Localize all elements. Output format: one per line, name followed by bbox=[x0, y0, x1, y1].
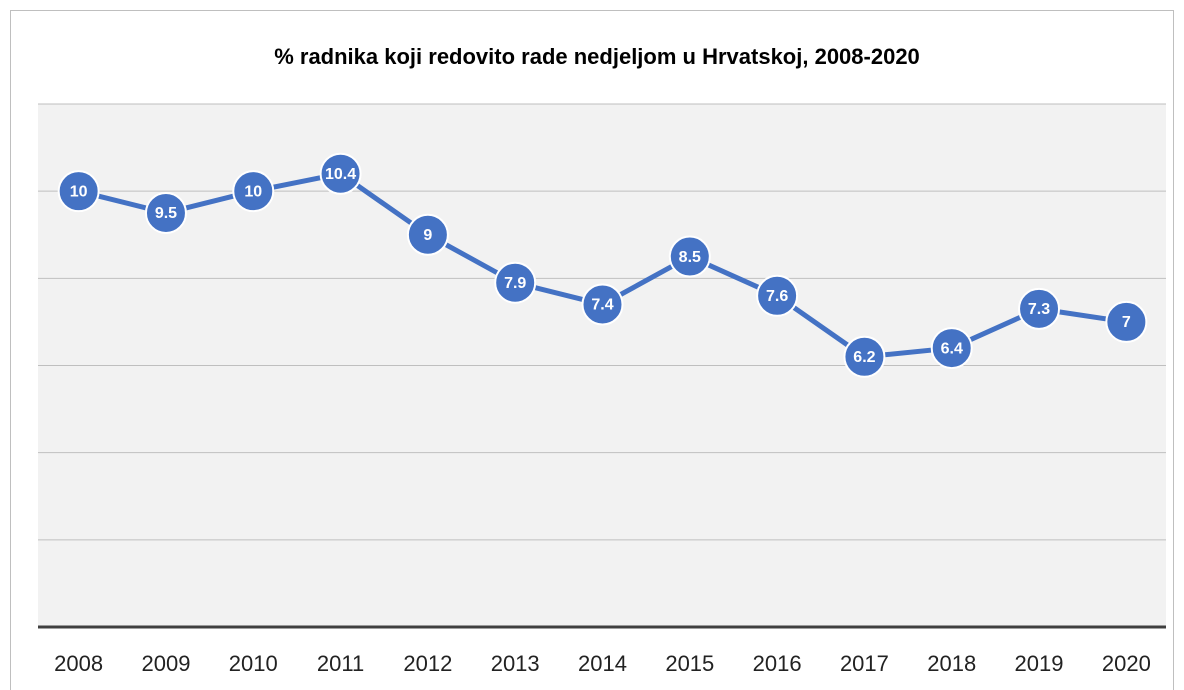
x-tick-label: 2011 bbox=[317, 651, 364, 676]
x-tick-label: 2012 bbox=[403, 651, 452, 676]
marker bbox=[406, 213, 449, 256]
marker bbox=[1105, 300, 1148, 343]
marker bbox=[668, 235, 711, 278]
x-tick-label: 2018 bbox=[927, 651, 976, 676]
marker bbox=[319, 152, 362, 195]
x-tick-label: 2015 bbox=[665, 651, 714, 676]
marker bbox=[232, 170, 275, 213]
chart-title: % radnika koji redovito rade nedjeljom u… bbox=[274, 44, 920, 69]
x-tick-label: 2010 bbox=[229, 651, 278, 676]
data-label: 7.6 bbox=[766, 288, 788, 305]
marker bbox=[581, 283, 624, 326]
x-tick-label: 2013 bbox=[491, 651, 540, 676]
x-tick-label: 2008 bbox=[54, 651, 103, 676]
data-label: 7.3 bbox=[1028, 301, 1050, 318]
data-label: 7.9 bbox=[504, 275, 526, 292]
data-label: 10.4 bbox=[325, 166, 356, 183]
marker bbox=[756, 274, 799, 317]
x-tick-label: 2009 bbox=[141, 651, 190, 676]
data-label: 7 bbox=[1122, 314, 1131, 331]
marker bbox=[144, 191, 187, 234]
data-label: 9.5 bbox=[155, 205, 177, 222]
marker bbox=[1018, 287, 1061, 330]
x-tick-label: 2019 bbox=[1015, 651, 1064, 676]
data-label: 6.2 bbox=[853, 349, 875, 366]
data-label: 8.5 bbox=[679, 249, 701, 266]
data-label: 6.4 bbox=[941, 340, 963, 357]
data-label: 9 bbox=[423, 227, 432, 244]
marker bbox=[930, 327, 973, 370]
x-tick-label: 2016 bbox=[753, 651, 802, 676]
x-tick-label: 2020 bbox=[1102, 651, 1151, 676]
marker bbox=[57, 170, 100, 213]
data-label: 10 bbox=[244, 183, 262, 200]
x-tick-label: 2017 bbox=[840, 651, 889, 676]
marker bbox=[494, 261, 537, 304]
data-label: 10 bbox=[70, 183, 88, 200]
marker bbox=[843, 335, 886, 378]
data-label: 7.4 bbox=[591, 297, 613, 314]
x-tick-label: 2014 bbox=[578, 651, 627, 676]
